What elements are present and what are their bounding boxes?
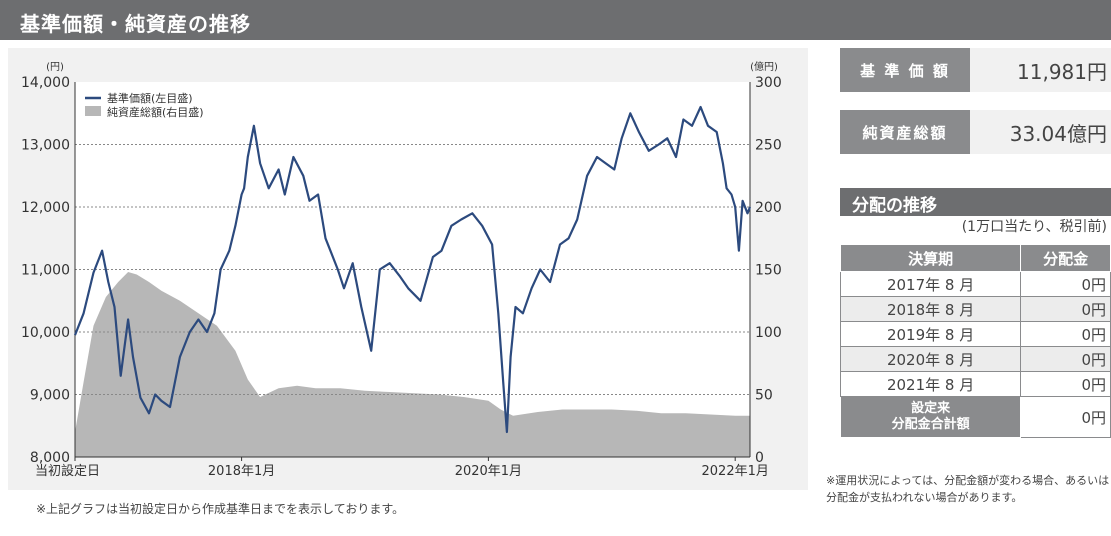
table-row: 2019年 8 月 0円 [839, 321, 1111, 347]
y-left-tick-label: 11,000 [21, 263, 70, 279]
row-amount: 0円 [1020, 321, 1111, 347]
total-label-line2: 分配金合計額 [891, 417, 970, 432]
section-title: 基準価額・純資産の推移 [20, 12, 251, 36]
table-row: 2020年 8 月 0円 [839, 346, 1111, 372]
y-left-tick-label: 10,000 [21, 325, 70, 341]
y-left-tick-label: 14,000 [21, 75, 70, 91]
row-period: 2019年 8 月 [839, 321, 1022, 347]
x-tick-label: 当初設定日 [35, 463, 100, 479]
column-header-amount: 分配金 [1020, 244, 1111, 272]
table-row: 2017年 8 月 0円 [839, 271, 1111, 297]
table-row: 2021年 8 月 0円 [839, 371, 1111, 397]
x-tick-label: 2020年1月 [455, 464, 522, 479]
y-right-tick-label: 300 [755, 75, 782, 91]
y-right-tick-label: 200 [755, 200, 782, 216]
row-amount: 0円 [1020, 346, 1111, 372]
distribution-title: 分配の推移 [852, 196, 937, 216]
y-right-tick-label: 250 [755, 138, 782, 154]
distribution-header: 分配の推移 [840, 188, 1111, 216]
row-period: 2020年 8 月 [839, 346, 1022, 372]
legend-label-net-assets: 純資産総額(右目盛) [107, 105, 204, 119]
y-left-tick-label: 13,000 [21, 138, 70, 154]
y-right-tick-label: 0 [755, 450, 764, 466]
row-period: 2021年 8 月 [839, 371, 1022, 397]
nav-chart: 14,000 300 13,000 250 12,000 200 11,000 150 10,0… [21, 60, 782, 479]
nav-label: 基 準 価 額 [840, 48, 970, 92]
distribution-footnote: ※運用状況によっては、分配金額が変わる場合、あるいは分配金が支払われない場合があ… [826, 474, 1110, 504]
section-header: 基準価額・純資産の推移 [0, 0, 1111, 40]
distribution-header-row: 決算期 分配金 [839, 244, 1111, 272]
total-label: 設定来 分配金合計額 [839, 396, 1022, 438]
total-row: 設定来 分配金合計額 0円 [839, 396, 1111, 438]
y-left-tick-label: 8,000 [30, 450, 70, 466]
total-label-line1: 設定来 [911, 401, 951, 416]
row-amount: 0円 [1020, 371, 1111, 397]
total-amount: 0円 [1020, 396, 1111, 438]
row-period: 2017年 8 月 [839, 271, 1022, 297]
nav-value: 11,981円 [970, 48, 1111, 92]
row-amount: 0円 [1020, 271, 1111, 297]
column-header-period: 決算期 [839, 244, 1022, 272]
y-left-unit: (円) [46, 62, 64, 73]
net-assets-value: 33.04億円 [970, 110, 1111, 154]
legend-swatch-net-assets [85, 106, 101, 116]
y-right-tick-label: 100 [755, 325, 782, 341]
distribution-table: 決算期 分配金 2017年 8 月 0円 2018年 8 月 0円 2019年 … [839, 244, 1111, 438]
chart-panel: 14,000 300 13,000 250 12,000 200 11,000 150 10,0… [8, 48, 808, 490]
legend-label-nav: 基準価額(左目盛) [107, 91, 193, 105]
y-right-tick-label: 150 [755, 263, 782, 279]
x-tick-label: 2022年1月 [702, 464, 769, 479]
nav-line [73, 105, 752, 434]
table-row: 2018年 8 月 0円 [839, 296, 1111, 322]
distribution-note: (1万口当たり、税引前) [961, 219, 1107, 235]
y-left-tick-label: 12,000 [21, 200, 70, 216]
x-tick-label: 2018年1月 [208, 464, 275, 479]
chart-footnote: ※上記グラフは当初設定日から作成基準日までを表示しております。 [36, 502, 405, 516]
y-right-tick-label: 50 [755, 388, 773, 404]
net-assets-label: 純資産総額 [840, 110, 970, 154]
row-amount: 0円 [1020, 296, 1111, 322]
net-assets-summary: 純資産総額 33.04億円 [840, 110, 1111, 154]
row-period: 2018年 8 月 [839, 296, 1022, 322]
nav-summary: 基 準 価 額 11,981円 [840, 48, 1111, 92]
net-assets-area [75, 272, 750, 457]
y-right-unit: (億円) [750, 60, 778, 73]
y-left-tick-label: 9,000 [30, 388, 70, 404]
